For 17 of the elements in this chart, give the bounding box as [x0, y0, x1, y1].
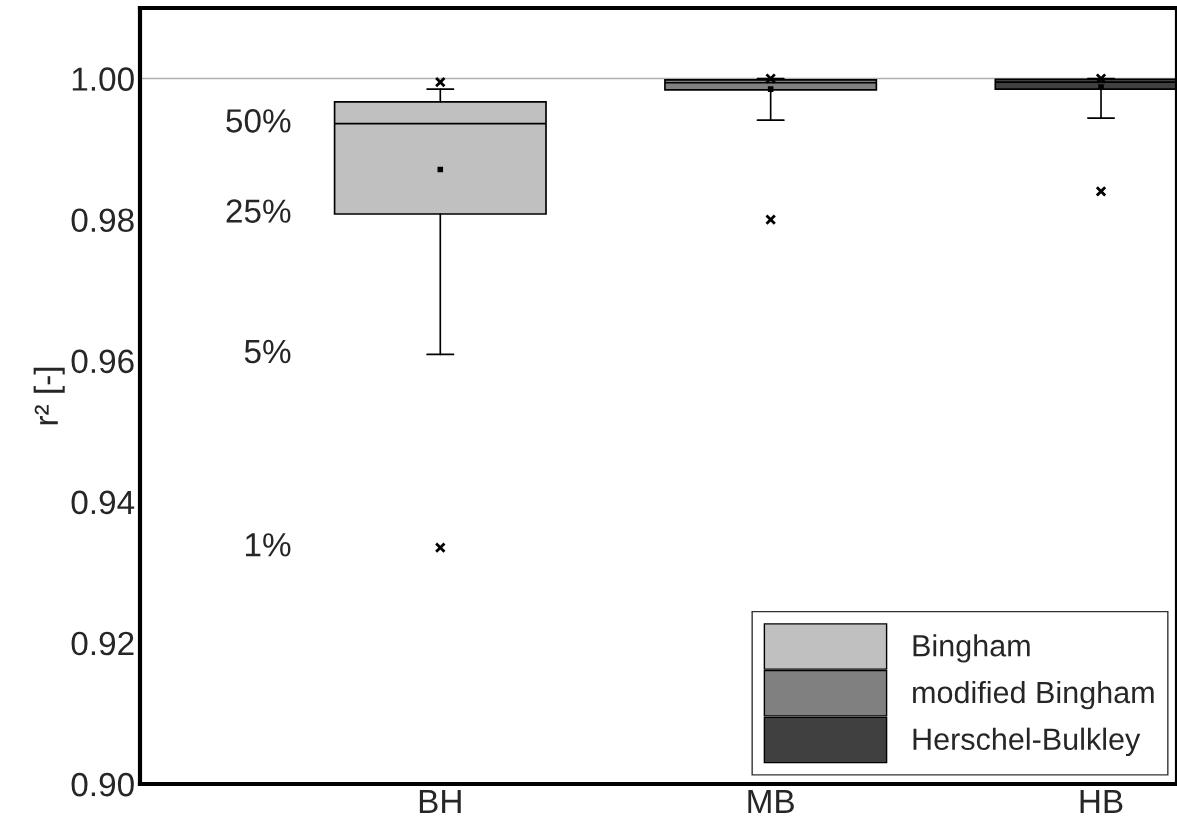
y-tick-label: 0.92 — [71, 631, 134, 656]
legend-label: Herschel-Bulkley — [913, 727, 1141, 757]
annotation: 5% — [244, 339, 291, 364]
legend-label: Bingham — [913, 634, 1030, 663]
annotation: 50% — [226, 109, 291, 133]
x-tick-label: BH — [419, 790, 461, 814]
y-tick-label: 0.98 — [71, 208, 134, 233]
y-tick-label: 0.94 — [71, 490, 135, 515]
y-axis-title: r² [-] — [33, 367, 65, 425]
y-tick-label: 1.00 — [72, 67, 134, 91]
annotation: 25% — [226, 199, 291, 223]
legend-label: modified Bingham — [913, 680, 1154, 710]
x-tick-label: HB — [1080, 790, 1123, 814]
y-tick-label: 0.96 — [71, 349, 134, 374]
y-tick-label: 0.90 — [71, 772, 134, 797]
annotation: 1% — [246, 533, 291, 557]
x-tick-label: MB — [748, 790, 794, 814]
